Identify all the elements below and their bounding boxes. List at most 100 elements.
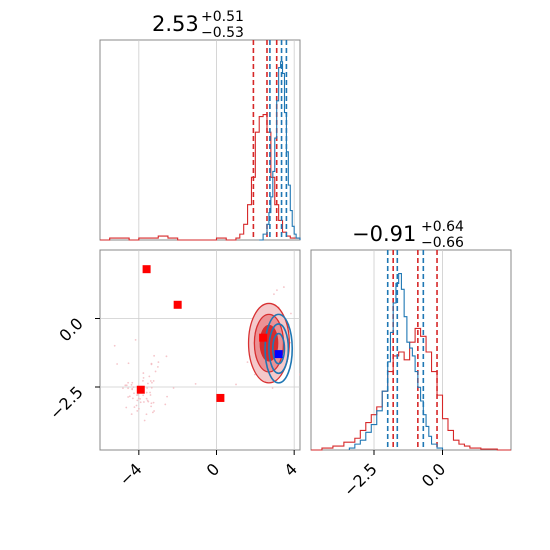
- scatter-point: [172, 387, 175, 389]
- scatter-point: [113, 344, 116, 347]
- scatter-point: [142, 376, 145, 379]
- scatter-point: [164, 403, 167, 406]
- scatter-point: [156, 366, 159, 368]
- scatter-point: [246, 361, 249, 364]
- scatter-point: [150, 405, 153, 408]
- scatter-point: [142, 372, 145, 374]
- scatter-point: [125, 406, 128, 409]
- scatter-point: [136, 410, 139, 412]
- scatter-point: [151, 411, 154, 414]
- scatter-point: [139, 397, 142, 400]
- scatter-point: [276, 289, 278, 292]
- scatter-point: [125, 384, 128, 387]
- scatter-point: [131, 397, 134, 400]
- hist-1-title-minus: −0.53: [201, 25, 244, 41]
- scatter-point: [165, 355, 168, 358]
- scatter-point: [116, 363, 119, 365]
- scatter-point: [124, 384, 127, 387]
- hist-1-title-median: 2.53: [152, 12, 199, 36]
- hist-2-xtick-label: −2.5: [340, 459, 381, 500]
- scatter-point: [290, 312, 292, 315]
- hist-panel-2-frame: [310, 249, 512, 451]
- scatter-point: [127, 381, 130, 384]
- scatter-point: [299, 366, 300, 368]
- scatter-point: [273, 293, 275, 296]
- red-square-marker: [173, 300, 182, 309]
- scatter-point: [131, 381, 134, 384]
- scatter-point: [137, 397, 140, 400]
- scatter-point: [133, 392, 135, 395]
- scatter-point: [133, 406, 136, 409]
- scatter-panel-frame: [99, 249, 301, 451]
- hist-2-xtick-label: 0.0: [418, 459, 449, 490]
- scatter-point: [149, 394, 152, 396]
- scatter-point: [127, 362, 130, 365]
- scatter-point: [147, 382, 149, 385]
- scatter-point: [235, 383, 237, 386]
- scatter-point: [152, 380, 155, 382]
- scatter-point: [154, 370, 157, 373]
- scatter-point: [308, 383, 310, 385]
- scatter-point: [302, 292, 304, 294]
- scatter-point: [146, 387, 148, 389]
- scatter-point: [152, 401, 155, 404]
- scatter-point: [157, 361, 160, 363]
- scatter-point: [143, 419, 146, 422]
- hist-2-title-median: −0.91: [352, 222, 416, 246]
- scatter-point: [132, 386, 135, 389]
- hist-2-series-blue: [348, 273, 444, 450]
- scatter-point: [139, 401, 142, 404]
- scatter-point: [128, 395, 131, 398]
- scatter-point: [298, 373, 300, 376]
- red-square-marker: [216, 393, 225, 402]
- scatter-point: [145, 413, 148, 416]
- blue-contour-level-2: [268, 323, 290, 375]
- scatter-ytick-label: 0.0: [55, 314, 86, 345]
- scatter-point: [137, 407, 140, 410]
- hist-panel-1: [99, 39, 301, 241]
- hist-2-title-plus: +0.64: [421, 219, 464, 235]
- hist-1-title-plus: +0.51: [201, 9, 244, 25]
- scatter-point: [194, 383, 197, 385]
- scatter-point: [148, 375, 151, 378]
- scatter-point: [271, 387, 274, 389]
- scatter-point: [142, 394, 145, 397]
- blue-contour-level-3: [272, 332, 286, 365]
- scatter-point: [150, 402, 153, 405]
- blue-square-marker: [274, 350, 283, 359]
- hist-1-series-blue: [259, 61, 301, 241]
- scatter-xtick-label: 4: [280, 459, 301, 480]
- scatter-point: [130, 383, 133, 386]
- scatter-point: [131, 387, 134, 390]
- scatter-point: [127, 387, 130, 390]
- scatter-point: [150, 362, 153, 365]
- scatter-point: [147, 400, 150, 403]
- scatter-point: [142, 379, 144, 382]
- scatter-point: [136, 394, 138, 397]
- scatter-point: [150, 386, 153, 389]
- scatter-point: [122, 387, 124, 390]
- scatter-point: [130, 413, 133, 416]
- scatter-xtick-label: −4: [116, 459, 146, 489]
- scatter-point: [149, 391, 151, 394]
- scatter-clip-group: [100, 250, 310, 450]
- scatter-xtick-label: 0: [203, 459, 224, 480]
- scatter-point: [134, 338, 137, 341]
- hist-2-series-red: [311, 327, 511, 451]
- scatter-point: [253, 373, 256, 376]
- scatter-point: [153, 354, 156, 357]
- scatter-ytick-label: −2.5: [46, 382, 87, 423]
- red-square-marker: [136, 385, 145, 394]
- scatter-point: [127, 396, 130, 398]
- hist-1-series-red: [100, 114, 301, 241]
- scatter-point: [166, 395, 168, 398]
- blue-contour-level-1: [264, 313, 294, 384]
- hist-2-title-minus: −0.66: [421, 235, 464, 251]
- scatter-point: [282, 286, 285, 288]
- red-square-marker: [259, 333, 268, 342]
- scatter-point: [153, 410, 155, 412]
- scatter-point: [145, 391, 148, 394]
- scatter-point: [151, 381, 153, 384]
- scatter-point: [136, 399, 139, 402]
